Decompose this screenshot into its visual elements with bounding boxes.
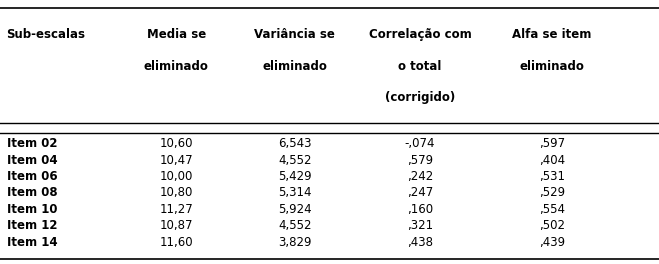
Text: Item 12: Item 12 <box>7 219 57 232</box>
Text: 11,60: 11,60 <box>159 235 193 249</box>
Text: Item 10: Item 10 <box>7 203 57 216</box>
Text: ,439: ,439 <box>539 235 565 249</box>
Text: 5,924: 5,924 <box>278 203 312 216</box>
Text: 10,60: 10,60 <box>159 137 193 150</box>
Text: Sub-escalas: Sub-escalas <box>7 28 86 41</box>
Text: ,531: ,531 <box>539 170 565 183</box>
Text: Item 02: Item 02 <box>7 137 57 150</box>
Text: Item 14: Item 14 <box>7 235 57 249</box>
Text: Item 04: Item 04 <box>7 154 57 167</box>
Text: eliminado: eliminado <box>144 59 209 73</box>
Text: Item 06: Item 06 <box>7 170 57 183</box>
Text: (corrigido): (corrigido) <box>385 91 455 104</box>
Text: 4,552: 4,552 <box>278 219 312 232</box>
Text: eliminado: eliminado <box>262 59 328 73</box>
Text: Alfa se item: Alfa se item <box>512 28 592 41</box>
Text: ,502: ,502 <box>539 219 565 232</box>
Text: ,404: ,404 <box>539 154 565 167</box>
Text: 10,87: 10,87 <box>159 219 193 232</box>
Text: 6,543: 6,543 <box>278 137 312 150</box>
Text: 4,552: 4,552 <box>278 154 312 167</box>
Text: Item 08: Item 08 <box>7 186 57 200</box>
Text: ,242: ,242 <box>407 170 433 183</box>
Text: ,597: ,597 <box>539 137 565 150</box>
Text: ,554: ,554 <box>539 203 565 216</box>
Text: 10,00: 10,00 <box>159 170 193 183</box>
Text: 11,27: 11,27 <box>159 203 193 216</box>
Text: 5,314: 5,314 <box>278 186 312 200</box>
Text: Media se: Media se <box>147 28 206 41</box>
Text: -,074: -,074 <box>405 137 436 150</box>
Text: ,529: ,529 <box>539 186 565 200</box>
Text: 3,829: 3,829 <box>278 235 312 249</box>
Text: ,579: ,579 <box>407 154 433 167</box>
Text: 5,429: 5,429 <box>278 170 312 183</box>
Text: ,321: ,321 <box>407 219 433 232</box>
Text: ,160: ,160 <box>407 203 433 216</box>
Text: 10,80: 10,80 <box>159 186 193 200</box>
Text: Correlação com: Correlação com <box>369 28 471 41</box>
Text: Variância se: Variância se <box>254 28 335 41</box>
Text: ,438: ,438 <box>407 235 433 249</box>
Text: ,247: ,247 <box>407 186 433 200</box>
Text: eliminado: eliminado <box>519 59 585 73</box>
Text: o total: o total <box>399 59 442 73</box>
Text: 10,47: 10,47 <box>159 154 193 167</box>
